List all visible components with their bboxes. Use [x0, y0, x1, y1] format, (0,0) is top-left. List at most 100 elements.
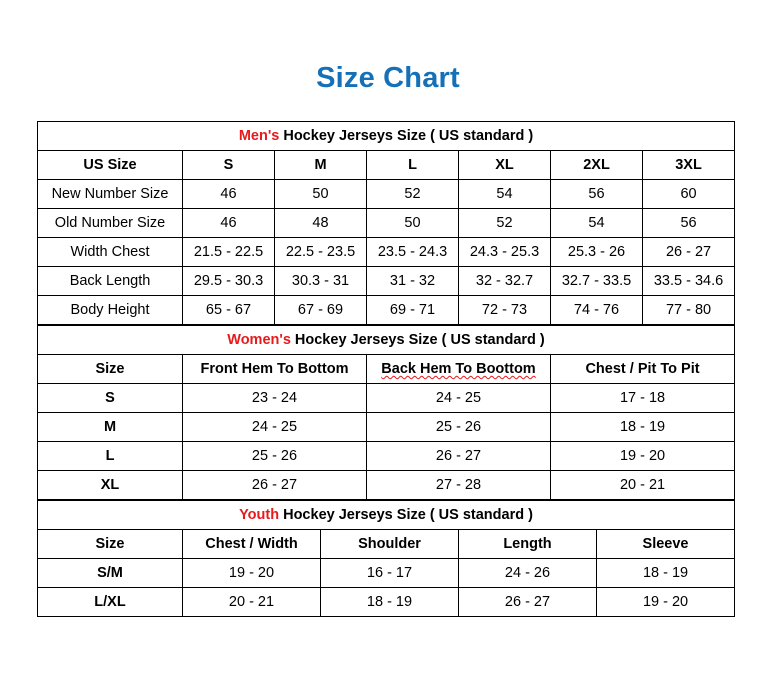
mens-cell-3-4: 32.7 - 33.5 — [550, 266, 643, 296]
mens-section-heading: Men's Hockey Jerseys Size ( US standard … — [36, 121, 736, 151]
youth-heading-accent: Youth — [239, 507, 280, 523]
table-row: L/XL 20 - 21 18 - 19 26 - 27 19 - 20 — [37, 587, 736, 617]
mens-cell-0-5: 60 — [641, 179, 736, 209]
youth-col-header-4: Sleeve — [595, 529, 736, 559]
youth-section-heading: Youth Hockey Jerseys Size ( US standard … — [36, 500, 736, 530]
mens-cell-0-1: 50 — [274, 179, 367, 209]
youth-heading-rest: Hockey Jerseys Size ( US standard ) — [279, 507, 533, 523]
table-row: Body Height 65 - 67 67 - 69 69 - 71 72 -… — [37, 295, 736, 325]
mens-cell-1-3: 52 — [458, 208, 551, 238]
youth-col-header-3: Length — [458, 529, 597, 559]
youth-col-header-1: Chest / Width — [182, 529, 321, 559]
womens-cell-3-2: 20 - 21 — [549, 470, 736, 500]
mens-col-header-2: M — [274, 150, 367, 180]
mens-cell-2-2: 23.5 - 24.3 — [366, 237, 459, 267]
womens-cell-2-0: 25 - 26 — [182, 441, 367, 471]
womens-heading-rest: Hockey Jerseys Size ( US standard ) — [290, 332, 545, 348]
mens-col-header-3: L — [366, 150, 459, 180]
womens-size-table: Women's Hockey Jerseys Size ( US standar… — [36, 325, 736, 500]
mens-row-label-3: Back Length — [37, 266, 183, 296]
mens-col-header-6: 3XL — [641, 150, 736, 180]
table-section-header-row: Youth Hockey Jerseys Size ( US standard … — [36, 500, 736, 530]
mens-cell-4-2: 69 - 71 — [366, 295, 459, 325]
mens-cell-0-0: 46 — [182, 179, 275, 209]
mens-col-header-5: 2XL — [550, 150, 643, 180]
mens-row-label-2: Width Chest — [37, 237, 183, 267]
womens-cell-1-0: 24 - 25 — [182, 412, 367, 442]
youth-cell-1-2: 26 - 27 — [458, 587, 597, 617]
table-column-header-row: US Size S M L XL 2XL 3XL — [37, 150, 736, 180]
youth-col-header-0: Size — [37, 529, 183, 559]
mens-row-label-1: Old Number Size — [37, 208, 183, 238]
womens-cell-2-2: 19 - 20 — [549, 441, 736, 471]
mens-cell-0-4: 56 — [550, 179, 643, 209]
youth-cell-1-0: 20 - 21 — [182, 587, 321, 617]
youth-cell-0-0: 19 - 20 — [182, 558, 321, 588]
mens-row-label-0: New Number Size — [37, 179, 183, 209]
womens-row-label-1: M — [37, 412, 183, 442]
youth-cell-1-3: 19 - 20 — [595, 587, 736, 617]
mens-cell-2-5: 26 - 27 — [641, 237, 736, 267]
womens-cell-3-0: 26 - 27 — [182, 470, 367, 500]
table-row: Old Number Size 46 48 50 52 54 56 — [37, 208, 736, 238]
mens-cell-2-4: 25.3 - 26 — [550, 237, 643, 267]
mens-heading-accent: Men's — [238, 128, 280, 144]
table-section-header-row: Women's Hockey Jerseys Size ( US standar… — [36, 325, 736, 355]
mens-cell-3-2: 31 - 32 — [366, 266, 459, 296]
womens-cell-1-1: 25 - 26 — [366, 412, 551, 442]
table-row: M 24 - 25 25 - 26 18 - 19 — [37, 412, 736, 442]
table-row: New Number Size 46 50 52 54 56 60 — [37, 179, 736, 209]
mens-col-header-4: XL — [458, 150, 551, 180]
mens-cell-1-0: 46 — [182, 208, 275, 238]
womens-cell-0-2: 17 - 18 — [549, 383, 736, 413]
mens-cell-4-5: 77 - 80 — [641, 295, 736, 325]
table-row: XL 26 - 27 27 - 28 20 - 21 — [37, 470, 736, 500]
youth-cell-1-1: 18 - 19 — [320, 587, 459, 617]
table-section-header-row: Men's Hockey Jerseys Size ( US standard … — [36, 121, 736, 151]
youth-size-table: Youth Hockey Jerseys Size ( US standard … — [36, 500, 736, 617]
youth-col-header-2: Shoulder — [320, 529, 459, 559]
table-row: S 23 - 24 24 - 25 17 - 18 — [37, 383, 736, 413]
womens-col-header-0: Size — [37, 354, 183, 384]
mens-cell-3-5: 33.5 - 34.6 — [641, 266, 736, 296]
mens-cell-4-0: 65 - 67 — [182, 295, 275, 325]
womens-section-heading: Women's Hockey Jerseys Size ( US standar… — [36, 325, 736, 355]
table-row: Width Chest 21.5 - 22.5 22.5 - 23.5 23.5… — [37, 237, 736, 267]
womens-row-label-3: XL — [37, 470, 183, 500]
mens-cell-1-2: 50 — [366, 208, 459, 238]
womens-row-label-2: L — [37, 441, 183, 471]
mens-cell-4-4: 74 - 76 — [550, 295, 643, 325]
mens-cell-4-3: 72 - 73 — [458, 295, 551, 325]
youth-cell-0-2: 24 - 26 — [458, 558, 597, 588]
table-column-header-row: Size Front Hem To Bottom Back Hem To Boo… — [37, 354, 736, 384]
womens-cell-2-1: 26 - 27 — [366, 441, 551, 471]
mens-cell-2-3: 24.3 - 25.3 — [458, 237, 551, 267]
mens-cell-4-1: 67 - 69 — [274, 295, 367, 325]
womens-col-header-1: Front Hem To Bottom — [182, 354, 367, 384]
womens-heading-accent: Women's — [227, 332, 291, 348]
mens-cell-3-1: 30.3 - 31 — [274, 266, 367, 296]
mens-cell-3-0: 29.5 - 30.3 — [182, 266, 275, 296]
womens-row-label-0: S — [37, 383, 183, 413]
mens-heading-rest: Hockey Jerseys Size ( US standard ) — [279, 128, 534, 144]
youth-cell-0-3: 18 - 19 — [595, 558, 736, 588]
mens-cell-1-1: 48 — [274, 208, 367, 238]
mens-size-table: Men's Hockey Jerseys Size ( US standard … — [36, 121, 736, 325]
mens-col-header-1: S — [182, 150, 275, 180]
womens-cell-0-1: 24 - 25 — [366, 383, 551, 413]
womens-col-header-2: Back Hem To Boottom — [366, 354, 551, 384]
mens-cell-1-4: 54 — [550, 208, 643, 238]
mens-cell-2-0: 21.5 - 22.5 — [182, 237, 275, 267]
mens-cell-0-2: 52 — [366, 179, 459, 209]
size-tables-container: Men's Hockey Jerseys Size ( US standard … — [36, 121, 736, 617]
mens-cell-1-5: 56 — [641, 208, 736, 238]
youth-row-label-0: S/M — [37, 558, 183, 588]
womens-cell-3-1: 27 - 28 — [366, 470, 551, 500]
womens-col-header-3: Chest / Pit To Pit — [549, 354, 736, 384]
youth-row-label-1: L/XL — [37, 587, 183, 617]
table-row: L 25 - 26 26 - 27 19 - 20 — [37, 441, 736, 471]
table-row: Back Length 29.5 - 30.3 30.3 - 31 31 - 3… — [37, 266, 736, 296]
table-column-header-row: Size Chest / Width Shoulder Length Sleev… — [37, 529, 736, 559]
mens-row-label-4: Body Height — [37, 295, 183, 325]
